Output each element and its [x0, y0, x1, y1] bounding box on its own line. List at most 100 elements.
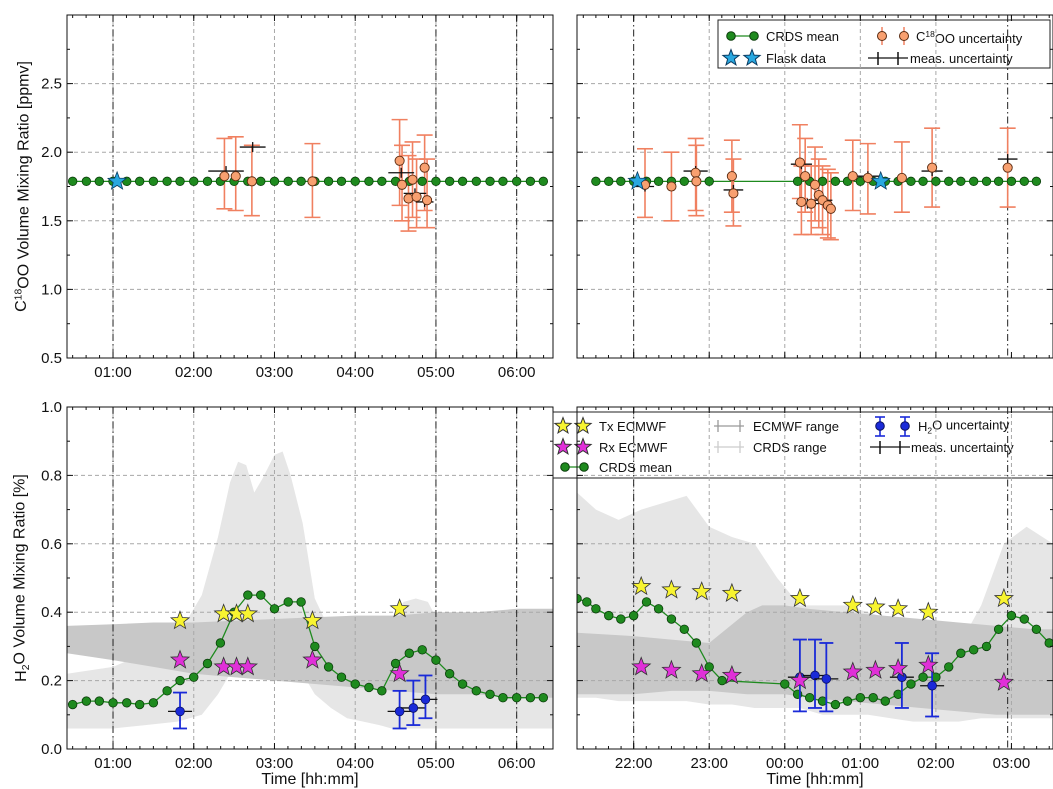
legend-label: ECMWF range	[753, 419, 839, 434]
c18oo-point	[896, 172, 907, 183]
crds-mean-point	[431, 176, 441, 187]
legend-c18oo-marker	[877, 31, 887, 41]
x-tick-label: 23:00	[690, 755, 728, 772]
axes-frame	[66, 14, 554, 359]
crds-mean-point	[471, 686, 482, 696]
crds-mean-point	[511, 693, 522, 703]
legend-label: Tx ECMWF	[599, 419, 666, 434]
panel-bottom-right: 22:00 23:00 00:00 01:00 02:00 03:00 Time [hh:m…	[576, 406, 1053, 788]
crds-mean-point	[189, 176, 199, 187]
legend-label: C18OO uncertainty	[916, 29, 1023, 46]
rx-ecmwf-star	[691, 663, 712, 683]
crds-mean-point	[350, 176, 360, 187]
crds-mean-point	[1019, 614, 1029, 624]
h2o-point	[175, 706, 185, 717]
crds-mean-point	[457, 176, 468, 187]
x-tick-label: 02:00	[175, 755, 213, 772]
crds-mean-point	[364, 682, 374, 693]
legend-label: CRDS range	[753, 440, 827, 455]
y-axis-label: C18OO Volume Mixing Ratio [ppmv]	[13, 61, 33, 312]
rx-ecmwf-star	[169, 649, 191, 669]
crds-mean-point	[122, 698, 132, 708]
x-tick-label: 03:00	[256, 364, 294, 381]
legend-c18oo-marker	[899, 31, 909, 41]
crds-mean-point	[641, 597, 652, 607]
crds-mean-point	[880, 696, 890, 706]
legend-label: H2O uncertainty	[918, 418, 1010, 436]
crds-mean-point	[604, 610, 614, 621]
crds-mean-point	[417, 176, 427, 187]
crds-mean-point	[364, 176, 374, 187]
x-tick-label: 01:00	[842, 755, 880, 772]
crds-mean-point	[525, 176, 536, 187]
legend-crds-marker	[726, 31, 736, 41]
crds-mean-point	[525, 693, 536, 703]
crds-mean-point	[918, 672, 928, 682]
crds-mean-point	[906, 176, 916, 187]
crds-mean-point	[944, 176, 954, 187]
legend-crds-marker	[560, 462, 570, 472]
x-tick-label: 03:00	[993, 755, 1031, 772]
rx-ecmwf-star	[631, 656, 652, 676]
rx-ecmwf-star	[865, 659, 886, 679]
crds-mean-point	[868, 693, 878, 703]
crds-mean-point	[189, 672, 199, 682]
crds-mean-point	[457, 679, 468, 689]
c18oo-point	[825, 203, 836, 214]
y-tick-label: 0.8	[41, 467, 62, 484]
crds-mean-point	[944, 662, 954, 672]
crds-mean-point	[591, 604, 601, 614]
c18oo-point	[396, 179, 408, 190]
x-tick-label: 01:00	[94, 755, 132, 772]
crds-mean-point	[444, 669, 455, 679]
tx-ecmwf-star	[302, 610, 323, 630]
h2o-point	[408, 703, 419, 713]
x-tick-label: 02:00	[175, 364, 213, 381]
c18oo-point	[422, 195, 433, 206]
tx-ecmwf-star	[721, 582, 742, 603]
crds-mean-point	[931, 176, 941, 187]
legend-flask-star	[742, 48, 762, 67]
crds-mean-point	[269, 604, 280, 614]
tx-ecmwf-star	[789, 587, 810, 608]
crds-mean-point	[981, 641, 992, 652]
crds-mean-point	[336, 176, 347, 187]
h2o-point	[394, 706, 405, 717]
crds-mean-point	[323, 662, 334, 672]
x-tick-label: 00:00	[766, 755, 804, 772]
rx-ecmwf-star	[237, 656, 258, 676]
rx-ecmwf-star	[721, 664, 742, 685]
c18oo-point	[726, 171, 737, 182]
crds-mean-point	[134, 699, 145, 710]
c18oo-point	[230, 171, 241, 182]
legend-label: CRDS mean	[599, 460, 672, 475]
c18oo-point	[1002, 162, 1013, 173]
panel-bottom-left: 0.0 0.2 0.4 0.6 0.8 1.0 01:00 02:00 03:00 04:00 05…	[11, 399, 1053, 788]
c18oo-point	[806, 198, 817, 209]
legend-label: meas. uncertainty	[911, 440, 1014, 455]
legend-h2o-marker	[875, 421, 885, 431]
h2o-point	[927, 680, 937, 691]
crds-mean-point	[918, 176, 928, 187]
crds-mean-point	[538, 693, 549, 703]
rx-ecmwf-star	[918, 654, 939, 674]
crds-mean-point	[94, 176, 104, 187]
crds-mean-point	[616, 614, 626, 624]
c18oo-point	[403, 193, 414, 204]
crds-mean-point	[792, 176, 803, 187]
x-tick-label: 22:00	[615, 755, 653, 772]
rx-ecmwf-star	[888, 657, 909, 678]
legend-label: Flask data	[766, 51, 827, 66]
crds-mean-point	[283, 597, 293, 607]
crds-mean-point	[498, 176, 508, 187]
flask-star	[106, 170, 128, 190]
crds-mean-point	[591, 176, 601, 187]
plot-area	[577, 407, 1053, 749]
crds-mean-point	[956, 648, 966, 658]
tx-ecmwf-star	[389, 598, 410, 618]
crds-mean-point	[968, 176, 979, 187]
rx-ecmwf-star	[993, 671, 1014, 691]
legend-crds-marker	[579, 462, 589, 472]
y-tick-label: 0.6	[41, 536, 62, 553]
crds-mean-point	[704, 176, 714, 187]
